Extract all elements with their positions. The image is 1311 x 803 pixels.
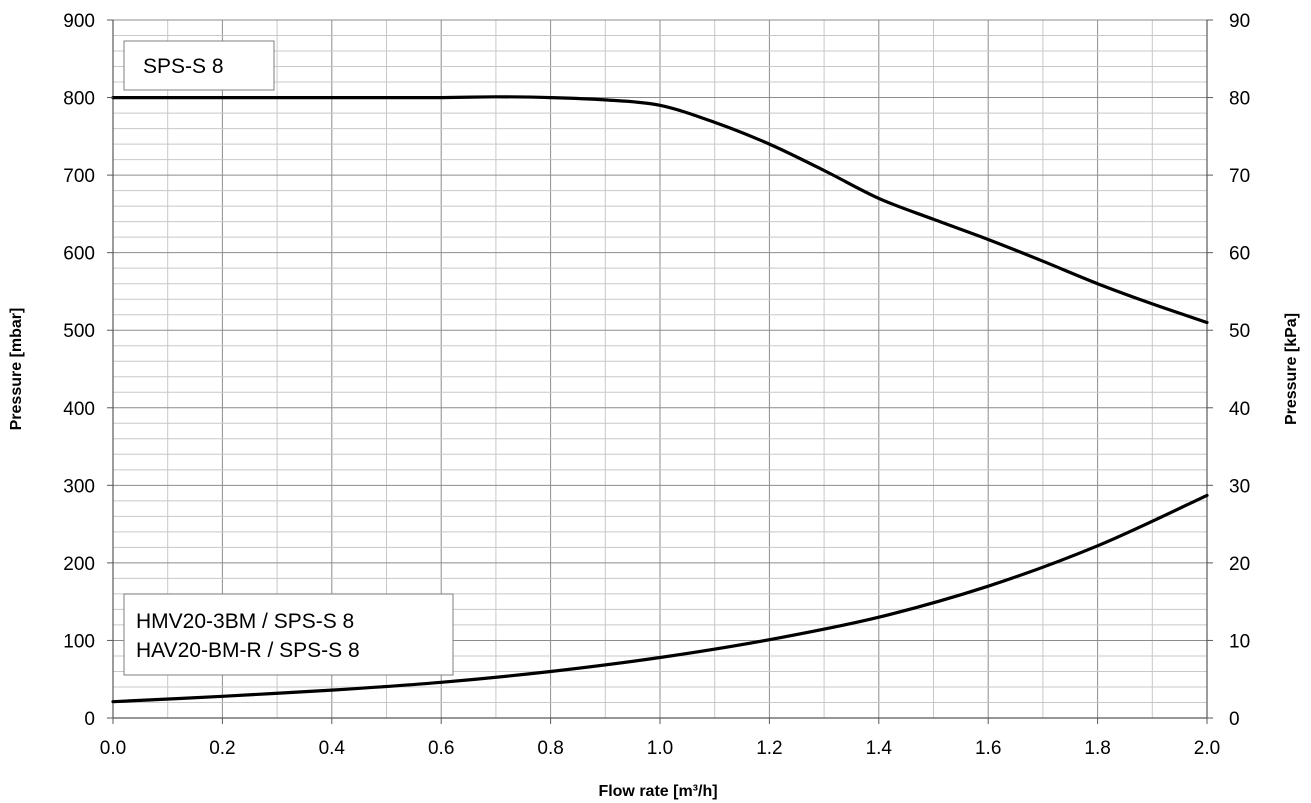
left-y-axis-title: Pressure [mbar] [8,308,25,431]
x-tick-label: 0.8 [537,738,563,759]
bottom-annotation-box-frame [123,593,454,676]
left-y-axis-ticks: 0 100 200 300 400 500 600 700 800 900 [63,11,113,730]
left-y-tick-label: 600 [63,244,95,265]
right-y-tick-label: 80 [1229,89,1250,110]
bottom-annotation-line-1: HMV20-3BM / SPS-S 8 [136,610,354,633]
bottom-annotation-line-2: HAV20-BM-R / SPS-S 8 [136,639,360,662]
right-y-tick-label: 20 [1229,554,1250,575]
right-y-tick-label: 0 [1229,709,1240,730]
right-y-tick-label: 60 [1229,244,1250,265]
left-y-tick-label: 400 [63,399,95,420]
left-y-tick-label: 300 [63,476,95,497]
right-y-tick-label: 90 [1229,11,1250,32]
x-tick-label: 2.0 [1194,738,1220,759]
x-axis-title: Flow rate [m³/h] [598,783,717,800]
x-tick-label: 1.4 [866,738,893,759]
left-y-tick-label: 800 [63,89,95,110]
x-tick-label: 1.8 [1084,738,1110,759]
left-y-tick-label: 900 [63,11,95,32]
x-tick-label: 1.6 [975,738,1001,759]
left-y-tick-label: 200 [63,554,95,575]
bottom-annotation-box: HMV20-3BM / SPS-S 8 HAV20-BM-R / SPS-S 8 [123,593,454,676]
left-y-tick-label: 700 [63,166,95,187]
right-y-tick-label: 70 [1229,166,1250,187]
lower-pressure-curve [111,493,1209,704]
right-y-tick-label: 30 [1229,476,1250,497]
x-tick-label: 0.6 [428,738,454,759]
right-y-tick-label: 50 [1229,321,1250,342]
left-y-tick-label: 500 [63,321,95,342]
grid [112,19,1208,719]
right-y-tick-label: 40 [1229,399,1250,420]
right-y-axis-ticks: 0 10 20 30 40 50 60 70 80 90 [1207,11,1250,730]
left-y-tick-label: 0 [84,709,95,730]
right-y-tick-label: 10 [1229,631,1250,652]
left-y-tick-label: 100 [63,631,95,652]
curves [111,95,1209,704]
top-annotation-box-frame [123,40,275,91]
top-annotation-text: SPS-S 8 [143,55,224,78]
x-axis-ticks: 0.0 0.2 0.4 0.6 0.8 1.0 1.2 1.4 1.6 1.8 2.0 [100,718,1220,759]
right-y-axis-title: Pressure [kPa] [1283,313,1300,425]
x-tick-label: 0.2 [209,738,235,759]
x-tick-label: 1.2 [756,738,782,759]
top-annotation-box: SPS-S 8 [123,40,275,91]
upper-pressure-curve [111,95,1209,325]
x-tick-label: 1.0 [647,738,673,759]
x-tick-label: 0.0 [100,738,126,759]
x-tick-label: 0.4 [319,738,346,759]
